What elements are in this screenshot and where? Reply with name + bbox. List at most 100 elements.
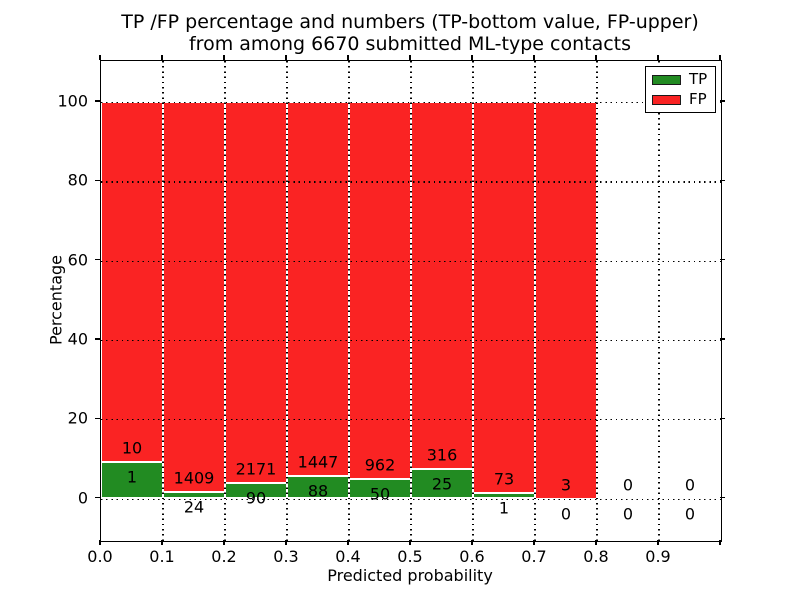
x-tick-mark xyxy=(471,540,473,545)
y-tick-mark xyxy=(95,258,100,261)
plot-area: 10 1 1409 24 2171 90 1447 88 962 50 316 25 73 1 3 0 0 0 0 0 xyxy=(100,60,722,542)
y-tick-mark xyxy=(95,338,100,340)
x-tick-label: 0.2 xyxy=(211,547,237,566)
fp-bar-segment xyxy=(101,102,163,463)
tp-legend-swatch xyxy=(652,74,681,85)
tp-count-label: 0 xyxy=(560,504,572,523)
x-tick-mark-top xyxy=(161,55,163,60)
legend-row-fp: FP xyxy=(652,92,715,107)
x-tick-label: 0.4 xyxy=(335,547,361,566)
legend: TP FP xyxy=(645,66,716,113)
y-tick-mark-right xyxy=(720,417,725,419)
fp-bar-segment xyxy=(163,102,225,492)
fp-bar-segment xyxy=(225,102,287,483)
x-tick-mark xyxy=(719,540,721,545)
y-tick-mark-right xyxy=(720,338,725,340)
y-tick-label: 0 xyxy=(77,488,88,507)
tp-count-label: 90 xyxy=(245,488,267,508)
fp-count-label: 0 xyxy=(684,475,696,494)
y-tick-mark xyxy=(95,100,100,102)
x-tick-mark xyxy=(409,540,411,545)
x-tick-label: 0.5 xyxy=(397,547,423,566)
tp-legend-label: TP xyxy=(689,70,708,88)
y-axis-label: Percentage xyxy=(46,254,66,346)
y-tick-label: 40 xyxy=(67,329,88,349)
y-tick-label: 80 xyxy=(67,170,88,190)
vertical-gridline xyxy=(596,61,598,541)
y-tick-mark-right xyxy=(720,496,725,499)
y-tick-mark xyxy=(95,417,100,419)
tp-count-label: 24 xyxy=(183,497,205,517)
vertical-gridline xyxy=(534,61,536,541)
y-tick-mark-right xyxy=(720,179,725,181)
x-tick-label: 0.1 xyxy=(149,547,175,566)
fp-legend-swatch xyxy=(652,94,681,105)
chart-title: TP /FP percentage and numbers (TP-bottom… xyxy=(100,11,720,55)
x-tick-mark xyxy=(533,540,535,545)
x-tick-mark-top xyxy=(409,55,411,60)
legend-row-tp: TP xyxy=(652,72,715,87)
fp-count-label: 962 xyxy=(364,455,396,475)
fp-bar-segment xyxy=(411,102,473,470)
fp-count-label: 0 xyxy=(622,475,634,494)
tp-count-label: 0 xyxy=(622,504,634,523)
fp-legend-label: FP xyxy=(689,90,707,108)
tp-count-label: 88 xyxy=(307,481,329,501)
x-tick-mark xyxy=(657,540,659,545)
y-tick-mark-right xyxy=(720,100,725,102)
chart-title-line1: TP /FP percentage and numbers (TP-bottom… xyxy=(121,11,699,33)
fp-bar-segment xyxy=(349,102,411,479)
y-tick-label: 100 xyxy=(57,91,88,111)
fp-bar-segment xyxy=(535,102,597,499)
x-tick-mark-top xyxy=(285,55,287,60)
fp-count-label: 316 xyxy=(426,445,458,465)
vertical-gridline xyxy=(658,61,660,541)
x-tick-mark xyxy=(595,540,597,545)
x-tick-mark-top xyxy=(719,55,721,60)
fp-count-label: 3 xyxy=(560,475,572,494)
vertical-gridline xyxy=(224,61,226,541)
vertical-gridline xyxy=(162,61,164,541)
x-tick-mark-top xyxy=(595,55,597,60)
x-tick-label: 0.7 xyxy=(521,547,547,566)
x-tick-label: 0.0 xyxy=(87,547,113,566)
fp-bar-segment xyxy=(473,102,535,494)
tp-count-label: 25 xyxy=(431,474,453,494)
x-tick-mark xyxy=(285,540,287,545)
fp-count-label: 1447 xyxy=(297,452,339,472)
x-tick-mark-top xyxy=(471,55,473,60)
vertical-gridline xyxy=(286,61,288,541)
tp-count-label: 0 xyxy=(684,504,696,523)
x-tick-label: 0.3 xyxy=(273,547,299,566)
fp-count-label: 1409 xyxy=(173,468,215,488)
y-tick-label: 20 xyxy=(67,408,88,428)
x-tick-mark-top xyxy=(347,55,349,60)
y-tick-mark xyxy=(95,496,100,499)
chart-title-line2: from among 6670 submitted ML-type contac… xyxy=(188,33,632,55)
x-tick-mark xyxy=(347,540,349,545)
y-tick-mark-right xyxy=(720,258,725,261)
x-tick-mark-top xyxy=(533,55,535,60)
tp-count-label: 1 xyxy=(498,498,510,518)
y-tick-label: 60 xyxy=(67,250,88,270)
tp-count-label: 50 xyxy=(369,484,391,504)
tp-count-label: 1 xyxy=(126,467,138,487)
x-tick-mark-top xyxy=(99,55,101,60)
y-tick-mark xyxy=(95,179,100,181)
vertical-gridline xyxy=(410,61,412,541)
x-tick-label: 0.6 xyxy=(459,547,485,566)
x-tick-mark-top xyxy=(223,55,225,60)
x-tick-mark xyxy=(99,540,101,545)
fp-count-label: 73 xyxy=(493,469,515,489)
x-tick-label: 0.9 xyxy=(645,547,671,566)
x-axis-label: Predicted probability xyxy=(327,566,493,585)
x-tick-label: 0.8 xyxy=(583,547,609,566)
fp-count-label: 10 xyxy=(121,438,143,458)
fp-count-label: 2171 xyxy=(235,459,277,479)
tp-bar-segment xyxy=(101,462,163,499)
x-tick-mark xyxy=(161,540,163,545)
x-tick-mark-top xyxy=(657,55,659,60)
vertical-gridline xyxy=(348,61,350,541)
vertical-gridline xyxy=(472,61,474,541)
